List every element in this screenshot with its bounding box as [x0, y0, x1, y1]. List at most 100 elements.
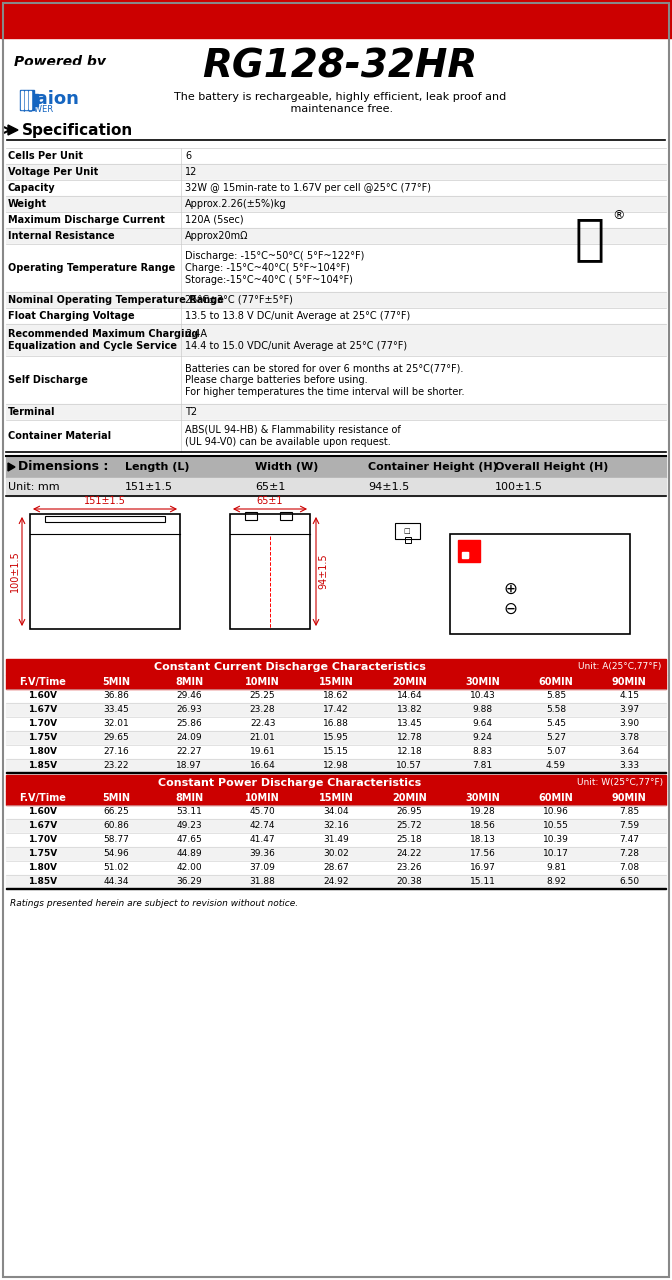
- Text: 32.01: 32.01: [103, 719, 129, 728]
- Text: 18.13: 18.13: [470, 836, 496, 845]
- Text: 5.85: 5.85: [546, 691, 566, 700]
- Text: 39.36: 39.36: [250, 850, 276, 859]
- Text: 1.85V: 1.85V: [28, 878, 57, 887]
- Text: 10MIN: 10MIN: [245, 794, 280, 803]
- Text: 51.02: 51.02: [103, 864, 129, 873]
- Text: 60.86: 60.86: [103, 822, 129, 831]
- Text: 60MIN: 60MIN: [539, 677, 573, 687]
- Text: ®: ®: [612, 209, 624, 221]
- Bar: [6, 212, 666, 228]
- Bar: [30, 515, 180, 628]
- Text: 24.22: 24.22: [396, 850, 422, 859]
- Text: Container Height (H): Container Height (H): [368, 462, 498, 472]
- Bar: [450, 534, 630, 634]
- Bar: [6, 228, 666, 244]
- Text: 58.77: 58.77: [103, 836, 129, 845]
- Text: 44.89: 44.89: [177, 850, 202, 859]
- Text: 18.97: 18.97: [176, 762, 202, 771]
- Text: 1.70V: 1.70V: [28, 719, 57, 728]
- Text: Capacity: Capacity: [8, 183, 56, 193]
- Text: ⊕: ⊕: [503, 580, 517, 598]
- Text: 30MIN: 30MIN: [465, 677, 500, 687]
- Text: T2: T2: [185, 407, 197, 417]
- Bar: [6, 731, 666, 745]
- Text: 3.90: 3.90: [620, 719, 639, 728]
- Text: 28.67: 28.67: [323, 864, 349, 873]
- Text: Width (W): Width (W): [255, 462, 319, 472]
- Text: 31.49: 31.49: [323, 836, 349, 845]
- Bar: [45, 516, 165, 522]
- Text: 7.85: 7.85: [620, 808, 639, 817]
- Bar: [6, 324, 666, 356]
- Text: 10.57: 10.57: [396, 762, 422, 771]
- Text: Overall Height (H): Overall Height (H): [495, 462, 608, 472]
- Text: 1.70V: 1.70V: [28, 836, 57, 845]
- Text: 10.55: 10.55: [543, 822, 569, 831]
- Text: 26.95: 26.95: [396, 808, 422, 817]
- Text: Dimensions :: Dimensions :: [18, 461, 108, 474]
- Text: 6: 6: [185, 151, 191, 161]
- Text: Batteries can be stored for over 6 months at 25°C(77°F).
Please charge batteries: Batteries can be stored for over 6 month…: [185, 364, 464, 397]
- Text: 33.45: 33.45: [103, 705, 129, 714]
- Bar: [6, 196, 666, 212]
- Bar: [6, 659, 666, 675]
- Text: 60MIN: 60MIN: [539, 794, 573, 803]
- Text: 10.17: 10.17: [543, 850, 569, 859]
- Bar: [6, 404, 666, 420]
- Text: 19.28: 19.28: [470, 808, 495, 817]
- Bar: [462, 552, 468, 558]
- Text: 54.96: 54.96: [103, 850, 129, 859]
- Text: 25.86: 25.86: [177, 719, 202, 728]
- Text: 90MIN: 90MIN: [612, 677, 646, 687]
- Text: □: □: [461, 550, 469, 559]
- Text: 30.02: 30.02: [323, 850, 349, 859]
- Text: 32W @ 15min-rate to 1.67V per cell @25°C (77°F): 32W @ 15min-rate to 1.67V per cell @25°C…: [185, 183, 431, 193]
- Text: Approx.2.26(±5%)kg: Approx.2.26(±5%)kg: [185, 198, 287, 209]
- Bar: [6, 689, 666, 703]
- Text: 5MIN: 5MIN: [102, 794, 130, 803]
- Text: 15.95: 15.95: [323, 733, 349, 742]
- Text: 13.82: 13.82: [396, 705, 422, 714]
- Text: 20MIN: 20MIN: [392, 677, 427, 687]
- Bar: [18, 65, 108, 120]
- Text: 3.33: 3.33: [620, 762, 639, 771]
- Text: 36.86: 36.86: [103, 691, 129, 700]
- Text: 15.15: 15.15: [323, 748, 349, 756]
- Text: POWER: POWER: [22, 105, 53, 114]
- Bar: [6, 847, 666, 861]
- Text: F.V/Time: F.V/Time: [19, 677, 66, 687]
- Text: 4.59: 4.59: [546, 762, 566, 771]
- Bar: [0, 0, 672, 38]
- Text: Powered by: Powered by: [14, 55, 106, 69]
- Polygon shape: [8, 463, 15, 471]
- Text: ⊖: ⊖: [503, 600, 517, 618]
- Bar: [6, 420, 666, 452]
- Text: 20MIN: 20MIN: [392, 794, 427, 803]
- Text: 53.11: 53.11: [176, 808, 202, 817]
- Bar: [6, 308, 666, 324]
- Text: 1.80V: 1.80V: [28, 748, 57, 756]
- Text: Discharge: -15°C~50°C( 5°F~122°F)
Charge: -15°C~40°C( 5°F~104°F)
Storage:-15°C~4: Discharge: -15°C~50°C( 5°F~122°F) Charge…: [185, 251, 364, 284]
- Text: Cells Per Unit: Cells Per Unit: [8, 151, 83, 161]
- Text: 44.34: 44.34: [103, 878, 129, 887]
- Text: 22.27: 22.27: [177, 748, 202, 756]
- Text: Raion: Raion: [22, 90, 79, 108]
- Text: 12.98: 12.98: [323, 762, 349, 771]
- Text: 90MIN: 90MIN: [612, 794, 646, 803]
- Bar: [25, 91, 27, 109]
- Text: Container Material: Container Material: [8, 431, 111, 442]
- Bar: [6, 180, 666, 196]
- Text: Specification: Specification: [22, 123, 133, 137]
- Text: 13.45: 13.45: [396, 719, 422, 728]
- Text: 1.60V: 1.60V: [28, 808, 57, 817]
- Text: F.V/Time: F.V/Time: [19, 794, 66, 803]
- Text: 1.67V: 1.67V: [28, 822, 57, 831]
- Text: 10.39: 10.39: [543, 836, 569, 845]
- Text: 1.80V: 1.80V: [28, 864, 57, 873]
- Text: 15MIN: 15MIN: [319, 794, 353, 803]
- Text: 19.61: 19.61: [250, 748, 276, 756]
- Text: 42.74: 42.74: [250, 822, 276, 831]
- Text: 29.65: 29.65: [103, 733, 129, 742]
- Text: 9.81: 9.81: [546, 864, 566, 873]
- Bar: [6, 148, 666, 164]
